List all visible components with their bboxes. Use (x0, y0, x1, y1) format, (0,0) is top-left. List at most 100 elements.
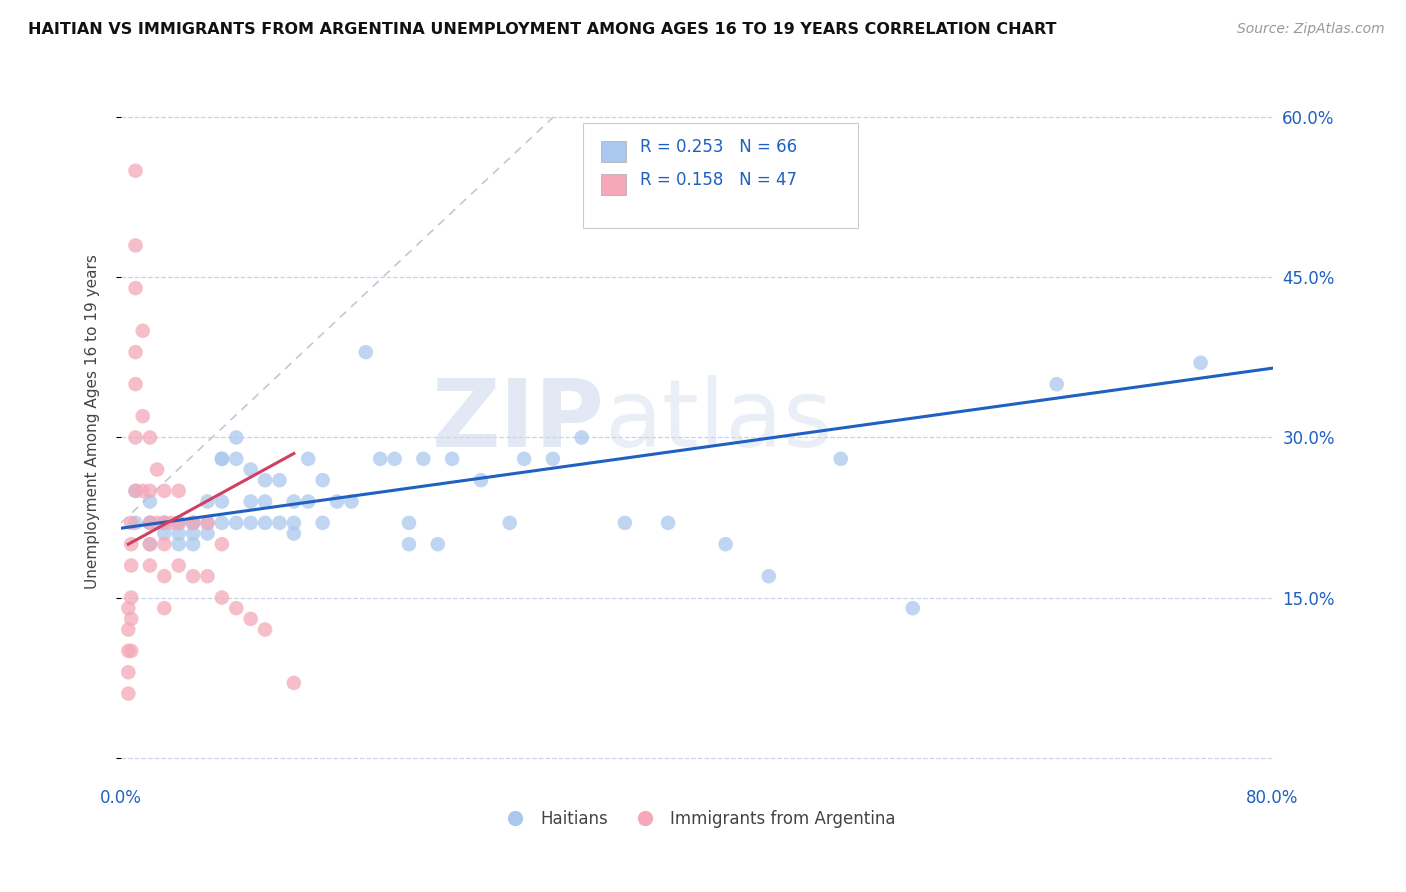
Point (153, 516, 176, 530)
Point (311, 473, 333, 487)
Point (181, 526, 204, 541)
Point (167, 516, 190, 530)
Point (167, 516, 190, 530)
Point (211, 537, 233, 551)
Point (613, 516, 636, 530)
Point (225, 516, 247, 530)
Point (167, 558, 190, 573)
Text: HAITIAN VS IMMIGRANTS FROM ARGENTINA UNEMPLOYMENT AMONG AGES 16 TO 19 YEARS CORR: HAITIAN VS IMMIGRANTS FROM ARGENTINA UNE… (28, 22, 1057, 37)
Point (225, 430, 247, 444)
Point (254, 473, 277, 487)
Point (132, 324, 155, 338)
Point (499, 516, 522, 530)
Point (139, 494, 162, 508)
Point (197, 569, 219, 583)
Point (254, 494, 277, 508)
Point (211, 516, 233, 530)
Point (153, 569, 176, 583)
Point (470, 473, 492, 487)
Point (283, 676, 305, 690)
Point (124, 516, 146, 530)
Point (124, 430, 146, 444)
Point (384, 451, 406, 466)
Point (283, 494, 305, 508)
Point (124, 345, 146, 359)
Point (117, 644, 139, 658)
Point (269, 516, 291, 530)
Point (153, 516, 176, 530)
Point (239, 516, 262, 530)
Point (368, 451, 391, 466)
Point (120, 558, 142, 573)
Point (139, 516, 162, 530)
Point (254, 623, 277, 637)
Point (225, 601, 247, 615)
Point (513, 451, 536, 466)
Point (124, 377, 146, 392)
Point (297, 451, 319, 466)
Point (211, 591, 233, 605)
Point (283, 526, 305, 541)
Point (541, 451, 564, 466)
Point (340, 494, 363, 508)
Point (181, 516, 204, 530)
Point (139, 558, 162, 573)
Point (120, 516, 142, 530)
Point (211, 494, 233, 508)
Point (297, 494, 319, 508)
Point (153, 526, 176, 541)
Point (139, 516, 162, 530)
Point (167, 526, 190, 541)
Point (197, 516, 219, 530)
Point (283, 516, 305, 530)
Point (398, 537, 420, 551)
Point (124, 163, 146, 178)
Point (571, 430, 593, 444)
Point (181, 569, 204, 583)
Point (124, 483, 146, 498)
Point (132, 409, 155, 424)
Point (124, 483, 146, 498)
Text: R = 0.158   N = 47: R = 0.158 N = 47 (641, 171, 797, 189)
Point (830, 451, 852, 466)
Point (326, 494, 349, 508)
Point (139, 516, 162, 530)
Point (714, 537, 737, 551)
Point (211, 451, 233, 466)
Point (117, 601, 139, 615)
Point (120, 537, 142, 551)
Point (117, 623, 139, 637)
Text: ZIP: ZIP (432, 376, 605, 467)
Point (167, 483, 190, 498)
Point (398, 516, 420, 530)
Point (197, 494, 219, 508)
Point (239, 612, 262, 626)
Point (153, 483, 176, 498)
Point (311, 516, 333, 530)
Point (167, 516, 190, 530)
Point (139, 430, 162, 444)
Point (153, 601, 176, 615)
Point (117, 665, 139, 680)
Point (139, 537, 162, 551)
Text: atlas: atlas (605, 376, 832, 467)
Point (441, 451, 464, 466)
Point (758, 569, 780, 583)
Point (153, 537, 176, 551)
Point (426, 537, 449, 551)
Point (657, 516, 679, 530)
Point (160, 516, 183, 530)
Point (197, 516, 219, 530)
Point (139, 537, 162, 551)
Point (146, 516, 169, 530)
Point (139, 483, 162, 498)
Point (412, 451, 434, 466)
Point (197, 526, 219, 541)
Point (211, 451, 233, 466)
Point (181, 516, 204, 530)
Point (120, 591, 142, 605)
Point (1046, 377, 1069, 392)
Point (120, 612, 142, 626)
Point (153, 516, 176, 530)
Point (132, 483, 155, 498)
